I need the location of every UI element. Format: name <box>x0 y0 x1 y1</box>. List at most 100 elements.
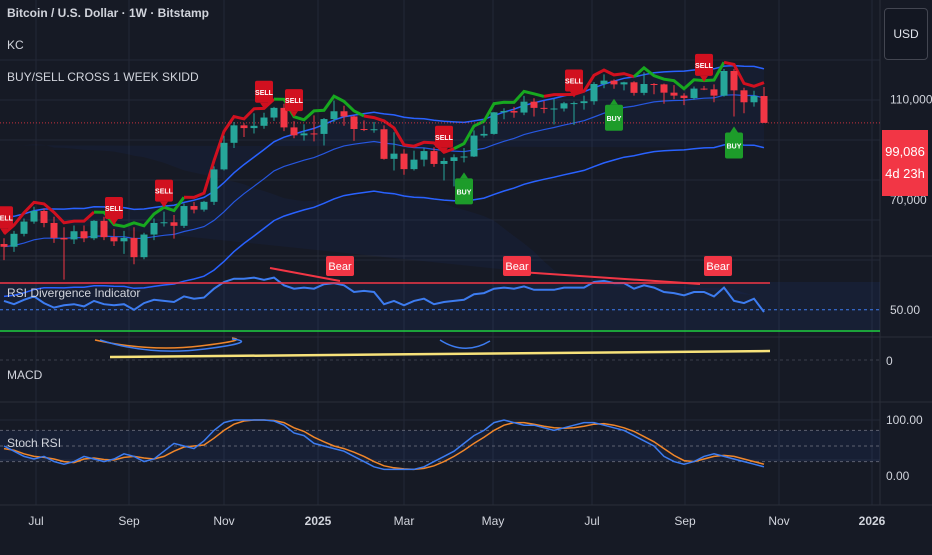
stoch-k-line <box>3 419 765 471</box>
candle-body <box>740 90 748 103</box>
candle-body <box>660 84 668 93</box>
time-axis-tick: 2025 <box>305 514 332 528</box>
indicator-signals-label[interactable]: BUY/SELL CROSS 1 WEEK SKIDD <box>7 70 199 84</box>
candle-body <box>260 117 268 126</box>
candle-body <box>380 129 388 159</box>
candle-body <box>640 84 648 93</box>
last-price-value: 99,086 <box>885 144 925 159</box>
candle-body <box>240 125 248 129</box>
sell-signal-box <box>695 53 713 76</box>
candle-body <box>450 157 458 161</box>
candle-body <box>370 129 378 131</box>
candle-body <box>20 221 28 234</box>
trend-band-segment <box>723 60 765 88</box>
sell-signal-pointer <box>110 219 118 226</box>
buy-signal-text: BUY <box>607 116 622 123</box>
candle-body <box>360 129 368 131</box>
time-axis-tick: Jul <box>584 514 599 528</box>
bear-divergence-box <box>704 256 732 276</box>
sell-signal-box <box>565 69 583 92</box>
buy-signal-box <box>605 104 623 131</box>
price-axis-tick: 110,000 <box>890 93 932 107</box>
candle-body <box>340 111 348 117</box>
sell-signal-box <box>105 197 123 220</box>
indicator-kc-label[interactable]: KC <box>7 38 24 52</box>
time-axis-tick: May <box>482 514 505 528</box>
candle-body <box>110 237 118 242</box>
stoch-d-line <box>3 419 765 471</box>
candle-body <box>220 142 228 170</box>
candle-body <box>400 153 408 170</box>
candle-body <box>30 210 38 222</box>
sell-signal-pointer <box>0 228 8 235</box>
trend-band-segment <box>183 98 276 199</box>
trend-band-segment <box>3 200 96 236</box>
symbol-title[interactable]: Bitcoin / U.S. Dollar · 1W · Bitstamp <box>7 6 210 20</box>
sell-signal-pointer <box>700 75 708 82</box>
divergence-line <box>269 267 341 282</box>
candle-body <box>720 71 728 96</box>
bear-divergence-text: Bear <box>706 261 730 273</box>
buy-signal-text: BUY <box>457 189 472 196</box>
time-axis-tick: Sep <box>118 514 140 528</box>
candle-body <box>570 103 578 105</box>
candle-body <box>610 80 618 85</box>
buy-signal-text: BUY <box>727 143 742 150</box>
candle-body <box>600 80 608 85</box>
candle-body <box>540 107 548 109</box>
candle-body <box>440 160 448 164</box>
sell-signal-text: SELL <box>105 206 124 213</box>
rsi-axis-tick: 50.00 <box>890 303 920 317</box>
bear-divergence-text: Bear <box>505 261 529 273</box>
candle-body <box>190 206 198 210</box>
candle-body <box>500 111 508 113</box>
time-axis-tick: Nov <box>213 514 234 528</box>
candle-body <box>50 222 58 238</box>
candle-body <box>0 244 8 247</box>
trend-band-segment <box>543 68 635 98</box>
stoch-axis-tick: 0.00 <box>886 469 910 483</box>
sell-signal-pointer <box>160 201 168 208</box>
candle-body <box>160 222 168 224</box>
bar-countdown: 4d 23h <box>885 166 925 181</box>
candle-body <box>520 101 528 113</box>
last-price-tag: 99,086 4d 23h <box>882 130 928 196</box>
macd-pane-title[interactable]: MACD <box>7 368 43 382</box>
sell-signal-pointer <box>260 102 268 109</box>
trend-band-segment <box>632 61 726 91</box>
bear-divergence-box <box>326 256 354 276</box>
macd-line <box>439 339 491 349</box>
stoch-rsi-pane-title[interactable]: Stoch RSI <box>7 436 62 450</box>
candle-body <box>200 201 208 210</box>
sell-signal-box <box>285 89 303 112</box>
price-axis-tick: 70,000 <box>890 193 927 207</box>
currency-button[interactable]: USD <box>884 8 928 60</box>
sell-signal-box <box>0 206 13 229</box>
candle-body <box>750 96 758 103</box>
rsi-pane-title[interactable]: RSI Divergence Indicator <box>7 286 141 300</box>
candle-body <box>290 127 298 136</box>
candle-body <box>70 231 78 240</box>
candle-body <box>350 116 358 130</box>
macd-histogram-baseline <box>109 349 771 359</box>
candle-body <box>10 233 18 247</box>
buy-signal-box <box>455 178 473 205</box>
sell-signal-box <box>255 80 273 103</box>
time-axis-tick: Nov <box>768 514 789 528</box>
candle-body <box>100 220 108 238</box>
keltner-lower-line <box>3 143 765 298</box>
candle-body <box>420 151 428 160</box>
bear-divergence-box <box>503 256 531 276</box>
time-axis-tick: Mar <box>394 514 415 528</box>
bear-divergence-text: Bear <box>328 261 352 273</box>
sell-signal-text: SELL <box>435 135 454 142</box>
candle-body <box>150 222 158 235</box>
macd-axis-tick: 0 <box>886 354 893 368</box>
candle-body <box>560 103 568 109</box>
candle-body <box>120 237 128 242</box>
candle-body <box>690 88 698 99</box>
candle-body <box>730 71 738 91</box>
sell-signal-pointer <box>440 147 448 154</box>
